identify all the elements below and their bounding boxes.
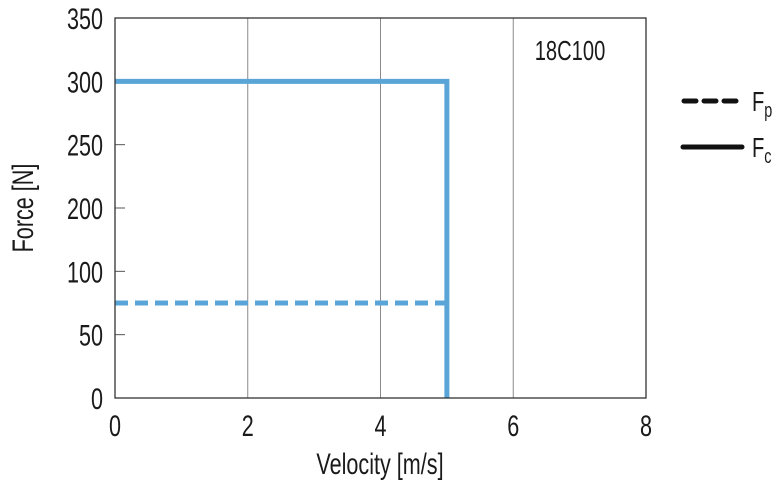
legend: Fp Fc bbox=[680, 87, 772, 168]
x-tick-label: 2 bbox=[242, 408, 254, 442]
y-axis-label: Force [N] bbox=[5, 164, 39, 253]
y-tick-label: 300 bbox=[67, 65, 103, 99]
x-tick-labels: 0 2 4 6 8 bbox=[109, 408, 652, 442]
x-tick-label: 8 bbox=[640, 408, 652, 442]
grid bbox=[115, 18, 514, 398]
y-tick-label: 50 bbox=[79, 318, 103, 352]
y-tick-label: 350 bbox=[67, 1, 103, 35]
legend-p-label: Fp bbox=[752, 87, 772, 122]
legend-c-label: Fc bbox=[752, 133, 772, 168]
y-tick-label: 200 bbox=[67, 191, 103, 225]
x-tick-label: 0 bbox=[109, 408, 121, 442]
series-Fc-line bbox=[115, 78, 450, 398]
series-group bbox=[115, 78, 450, 398]
x-axis-label: Velocity [m/s] bbox=[316, 446, 443, 480]
x-tick-label: 6 bbox=[507, 408, 519, 442]
x-tick-label: 4 bbox=[374, 408, 386, 442]
y-tick-label: 0 bbox=[91, 381, 103, 415]
plot-frame bbox=[114, 17, 647, 399]
annotation-label: 18C100 bbox=[535, 36, 606, 67]
y-tick-label: 100 bbox=[67, 255, 103, 289]
y-tick-labels: 0 50 100 200 250 300 350 bbox=[67, 1, 103, 415]
y-tick-label: 250 bbox=[67, 128, 103, 162]
